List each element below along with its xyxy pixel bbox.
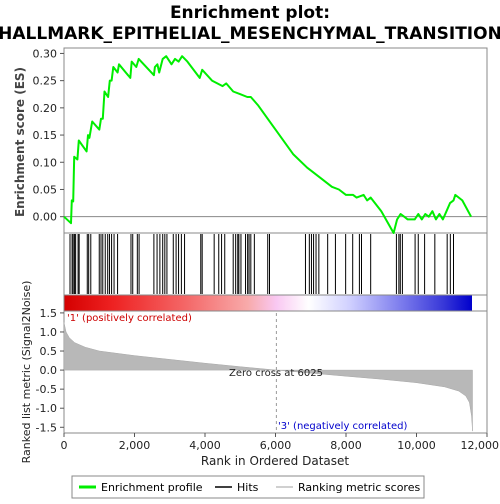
metric-y-tick-label: -1.5 bbox=[36, 421, 57, 434]
metric-y-tick-label: -1.0 bbox=[36, 402, 57, 415]
metric-y-tick-label: 1.0 bbox=[40, 326, 58, 339]
legend-hits-label: Hits bbox=[237, 481, 259, 494]
positive-correlation-label: '1' (positively correlated) bbox=[67, 313, 192, 324]
x-tick-label: 4,000 bbox=[189, 439, 221, 452]
hit-markers bbox=[69, 234, 455, 294]
heatmap-bar bbox=[64, 295, 472, 311]
es-y-tick-label: 0.20 bbox=[33, 102, 58, 115]
negative-correlation-label: '3' (negatively correlated) bbox=[278, 421, 407, 432]
legend-enrichment-label: Enrichment profile bbox=[101, 481, 203, 494]
es-profile-polyline bbox=[63, 55, 472, 234]
es-y-tick-label: 0.10 bbox=[33, 156, 58, 169]
es-y-tick-label: 0.00 bbox=[33, 211, 58, 224]
metric-y-tick-label: 0.5 bbox=[40, 345, 58, 358]
x-tick-label: 8,000 bbox=[330, 439, 362, 452]
es-y-axis: 0.00 0.05 0.10 0.15 0.20 0.25 0.30 bbox=[33, 47, 64, 224]
chart-title-line1: Enrichment plot: bbox=[170, 3, 330, 23]
metric-y-axis: 1.5 1.0 0.5 0.0 -0.5 -1.0 -1.5 bbox=[36, 307, 64, 434]
metric-y-axis-label: Ranked list metric (Signal2Noise) bbox=[20, 281, 33, 464]
metric-y-tick-label: 0.0 bbox=[40, 364, 58, 377]
legend-frame bbox=[71, 475, 425, 499]
es-y-tick-label: 0.25 bbox=[33, 75, 58, 88]
x-tick-label: 0 bbox=[61, 439, 68, 452]
es-y-tick-label: 0.05 bbox=[33, 183, 58, 196]
x-tick-label: 10,000 bbox=[397, 439, 436, 452]
x-axis: 0 2,000 4,000 6,000 8,000 10,000 12,000 bbox=[61, 433, 500, 452]
es-profile-line bbox=[63, 55, 472, 234]
legend-ranking-label: Ranking metric scores bbox=[298, 481, 420, 494]
ranking-metric-fill bbox=[63, 322, 473, 432]
x-tick-label: 2,000 bbox=[119, 439, 151, 452]
x-tick-label: 6,000 bbox=[260, 439, 292, 452]
metric-y-tick-label: -0.5 bbox=[36, 383, 57, 396]
es-y-tick-label: 0.30 bbox=[33, 47, 58, 60]
chart-title-line2: HALLMARK_EPITHELIAL_MESENCHYMAL_TRANSITI… bbox=[0, 24, 500, 44]
x-axis-label: Rank in Ordered Dataset bbox=[201, 454, 349, 468]
metric-y-tick-label: 1.5 bbox=[40, 307, 58, 320]
legend: Enrichment profile Hits Ranking metric s… bbox=[71, 475, 425, 499]
es-panel-frame bbox=[63, 47, 488, 234]
zero-cross-label: Zero cross at 6025 bbox=[229, 368, 323, 379]
x-tick-label: 12,000 bbox=[461, 439, 500, 452]
es-y-tick-label: 0.15 bbox=[33, 129, 58, 142]
es-y-axis-label: Enrichment score (ES) bbox=[13, 67, 27, 217]
hits-panel-frame bbox=[63, 232, 488, 296]
ranking-metric-area bbox=[63, 313, 473, 432]
